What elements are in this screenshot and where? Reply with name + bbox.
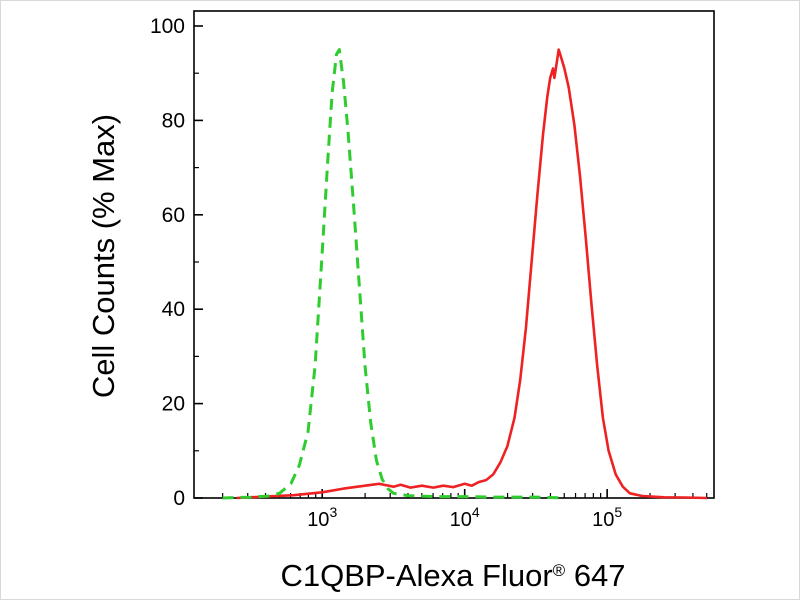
plot-frame (193, 10, 715, 499)
x-axis-title-suffix: 647 (565, 558, 626, 593)
sample-curve-red-solid (236, 48, 707, 500)
y-tick-label: 60 (162, 204, 185, 227)
x-axis-title: C1QBP-Alexa Fluor® 647 (280, 558, 625, 594)
x-tick-label: 103 (307, 504, 337, 531)
y-axis-title: Cell Counts (% Max) (86, 113, 121, 399)
y-tick-label: 0 (173, 487, 185, 510)
y-tick-label: 20 (162, 393, 185, 416)
y-tick-label: 40 (162, 298, 185, 321)
registered-trademark-icon: ® (552, 561, 566, 580)
control-curve-green-dashed (222, 48, 565, 500)
x-axis-title-main: C1QBP-Alexa Fluor (280, 558, 553, 593)
y-tick-label: 100 (150, 15, 185, 38)
x-tick-label: 104 (450, 504, 480, 531)
y-tick-label: 80 (162, 109, 185, 132)
x-tick-label: 105 (592, 504, 622, 531)
